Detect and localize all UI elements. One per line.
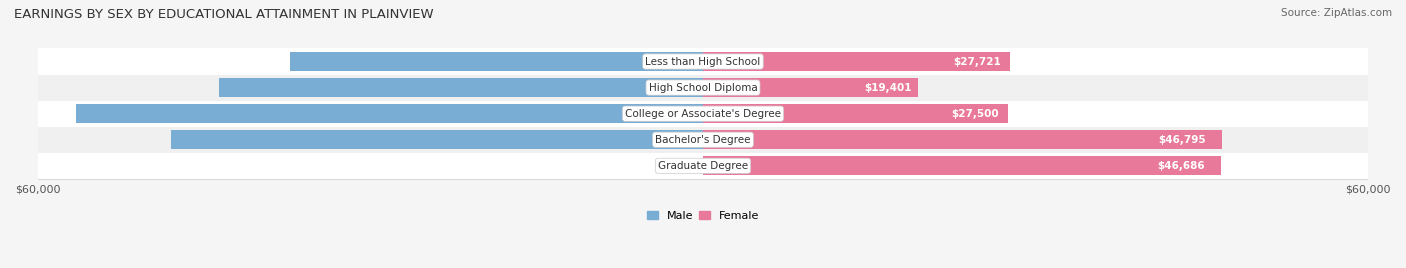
Text: Source: ZipAtlas.com: Source: ZipAtlas.com (1281, 8, 1392, 18)
Text: $46,686: $46,686 (1157, 161, 1205, 171)
Text: $27,721: $27,721 (953, 57, 1001, 66)
Bar (703, 104, 1008, 123)
Text: EARNINGS BY SEX BY EDUCATIONAL ATTAINMENT IN PLAINVIEW: EARNINGS BY SEX BY EDUCATIONAL ATTAINMEN… (14, 8, 433, 21)
Text: $46,795: $46,795 (1159, 135, 1206, 145)
Text: $0: $0 (683, 161, 697, 171)
Bar (76, 104, 703, 123)
Bar (38, 127, 1368, 153)
Text: High School Diploma: High School Diploma (648, 83, 758, 92)
Bar (219, 78, 703, 97)
Bar (38, 49, 1368, 75)
Text: Bachelor's Degree: Bachelor's Degree (655, 135, 751, 145)
Bar (703, 157, 1220, 175)
Legend: Male, Female: Male, Female (643, 206, 763, 225)
Text: $27,500: $27,500 (950, 109, 998, 119)
Text: Graduate Degree: Graduate Degree (658, 161, 748, 171)
Text: $48,000: $48,000 (676, 135, 724, 145)
Bar (290, 52, 703, 71)
Text: Less than High School: Less than High School (645, 57, 761, 66)
Bar (170, 130, 703, 149)
Text: $43,631: $43,631 (679, 83, 727, 92)
Bar (38, 100, 1368, 127)
Bar (703, 78, 918, 97)
Bar (703, 130, 1222, 149)
Bar (38, 75, 1368, 100)
Text: College or Associate's Degree: College or Associate's Degree (626, 109, 780, 119)
Text: $19,401: $19,401 (865, 83, 911, 92)
Text: $56,518: $56,518 (672, 109, 718, 119)
Text: $37,222: $37,222 (682, 57, 730, 66)
Bar (38, 153, 1368, 179)
Bar (703, 52, 1011, 71)
